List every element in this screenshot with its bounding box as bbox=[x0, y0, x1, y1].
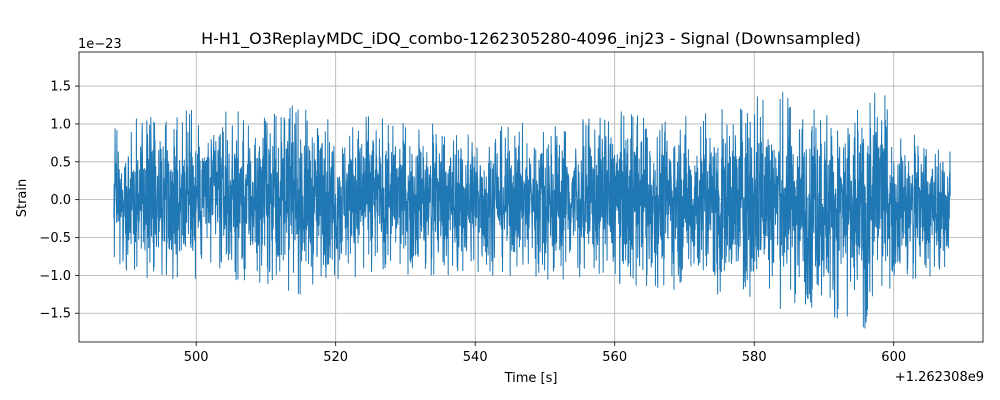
y-tick-label: 0.0 bbox=[50, 193, 71, 208]
signal-line bbox=[113, 91, 951, 329]
x-axis-ticks: 500 520 540 560 580 600 bbox=[184, 342, 906, 365]
y-axis-label: Strain bbox=[15, 179, 30, 218]
y-tick-label: 1.5 bbox=[50, 80, 71, 95]
x-offset-label: +1.262308e9 bbox=[895, 370, 984, 385]
signal-series bbox=[113, 91, 951, 329]
y-axis-ticks: −1.5 −1.0 −0.5 0.0 0.5 1.0 1.5 bbox=[39, 80, 79, 322]
y-tick-label: 0.5 bbox=[50, 155, 71, 170]
x-axis-label: Time [s] bbox=[504, 371, 558, 386]
x-tick-label: 540 bbox=[463, 350, 488, 365]
chart-title: H-H1_O3ReplayMDC_iDQ_combo-1262305280-40… bbox=[201, 29, 861, 49]
y-scale-label: 1e−23 bbox=[78, 37, 122, 52]
y-tick-label: −1.0 bbox=[39, 269, 71, 284]
x-tick-label: 500 bbox=[184, 350, 209, 365]
plot-frame bbox=[78, 51, 984, 343]
x-tick-label: 560 bbox=[602, 350, 627, 365]
x-tick-label: 600 bbox=[881, 350, 906, 365]
y-tick-label: −0.5 bbox=[39, 231, 71, 246]
y-tick-label: 1.0 bbox=[50, 117, 71, 132]
x-tick-label: 520 bbox=[323, 350, 348, 365]
x-tick-label: 580 bbox=[742, 350, 767, 365]
y-tick-label: −1.5 bbox=[39, 307, 71, 322]
